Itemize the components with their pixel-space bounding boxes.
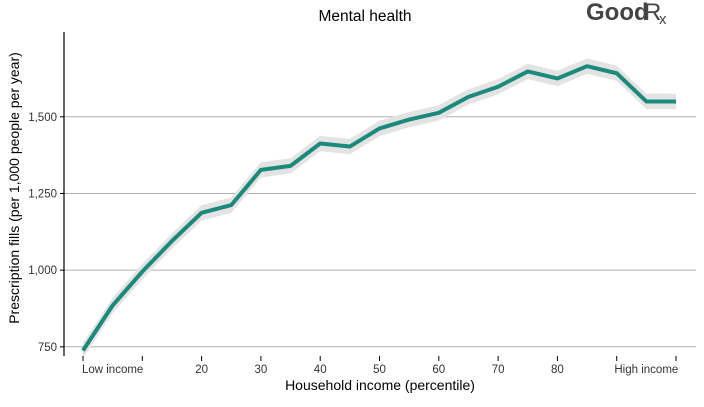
x-tick-label-70: 70 [492, 364, 505, 376]
x-tick-label-high-income: High income [614, 364, 678, 376]
x-tick-label-60: 60 [432, 364, 445, 376]
x-tick-label-80: 80 [551, 364, 564, 376]
series-line-mental-health [81, 64, 676, 352]
x-tick-label-50: 50 [373, 364, 386, 376]
x-axis-ticks [82, 356, 677, 361]
y-axis-ticks [60, 116, 64, 348]
confidence-band [83, 58, 676, 359]
gridlines [64, 116, 696, 348]
x-tick-label-low-income: Low income [82, 364, 143, 376]
y-axis-tick-labels: 750 1,000 1,250 1,500 [28, 112, 57, 354]
x-tick-label-20: 20 [195, 364, 208, 376]
logo-r-text: R [644, 0, 661, 26]
y-tick-label-1500: 1,500 [28, 112, 57, 124]
y-tick-label-1250: 1,250 [28, 188, 57, 200]
goodrx-logo: Good R x [586, 0, 667, 28]
y-tick-label-750: 750 [38, 342, 57, 354]
x-tick-label-40: 40 [314, 364, 327, 376]
chart-title: Mental health [318, 8, 411, 25]
x-axis-tick-labels: Low income 20 30 40 50 60 70 80 High income [82, 364, 678, 376]
x-axis-label: Household income (percentile) [285, 377, 475, 393]
logo-x-text: x [659, 11, 667, 28]
y-axis-label: Prescription fills (per 1,000 people per… [6, 52, 22, 324]
y-tick-label-1000: 1,000 [28, 265, 57, 277]
logo-good-text: Good [586, 0, 649, 26]
x-tick-label-30: 30 [255, 364, 268, 376]
